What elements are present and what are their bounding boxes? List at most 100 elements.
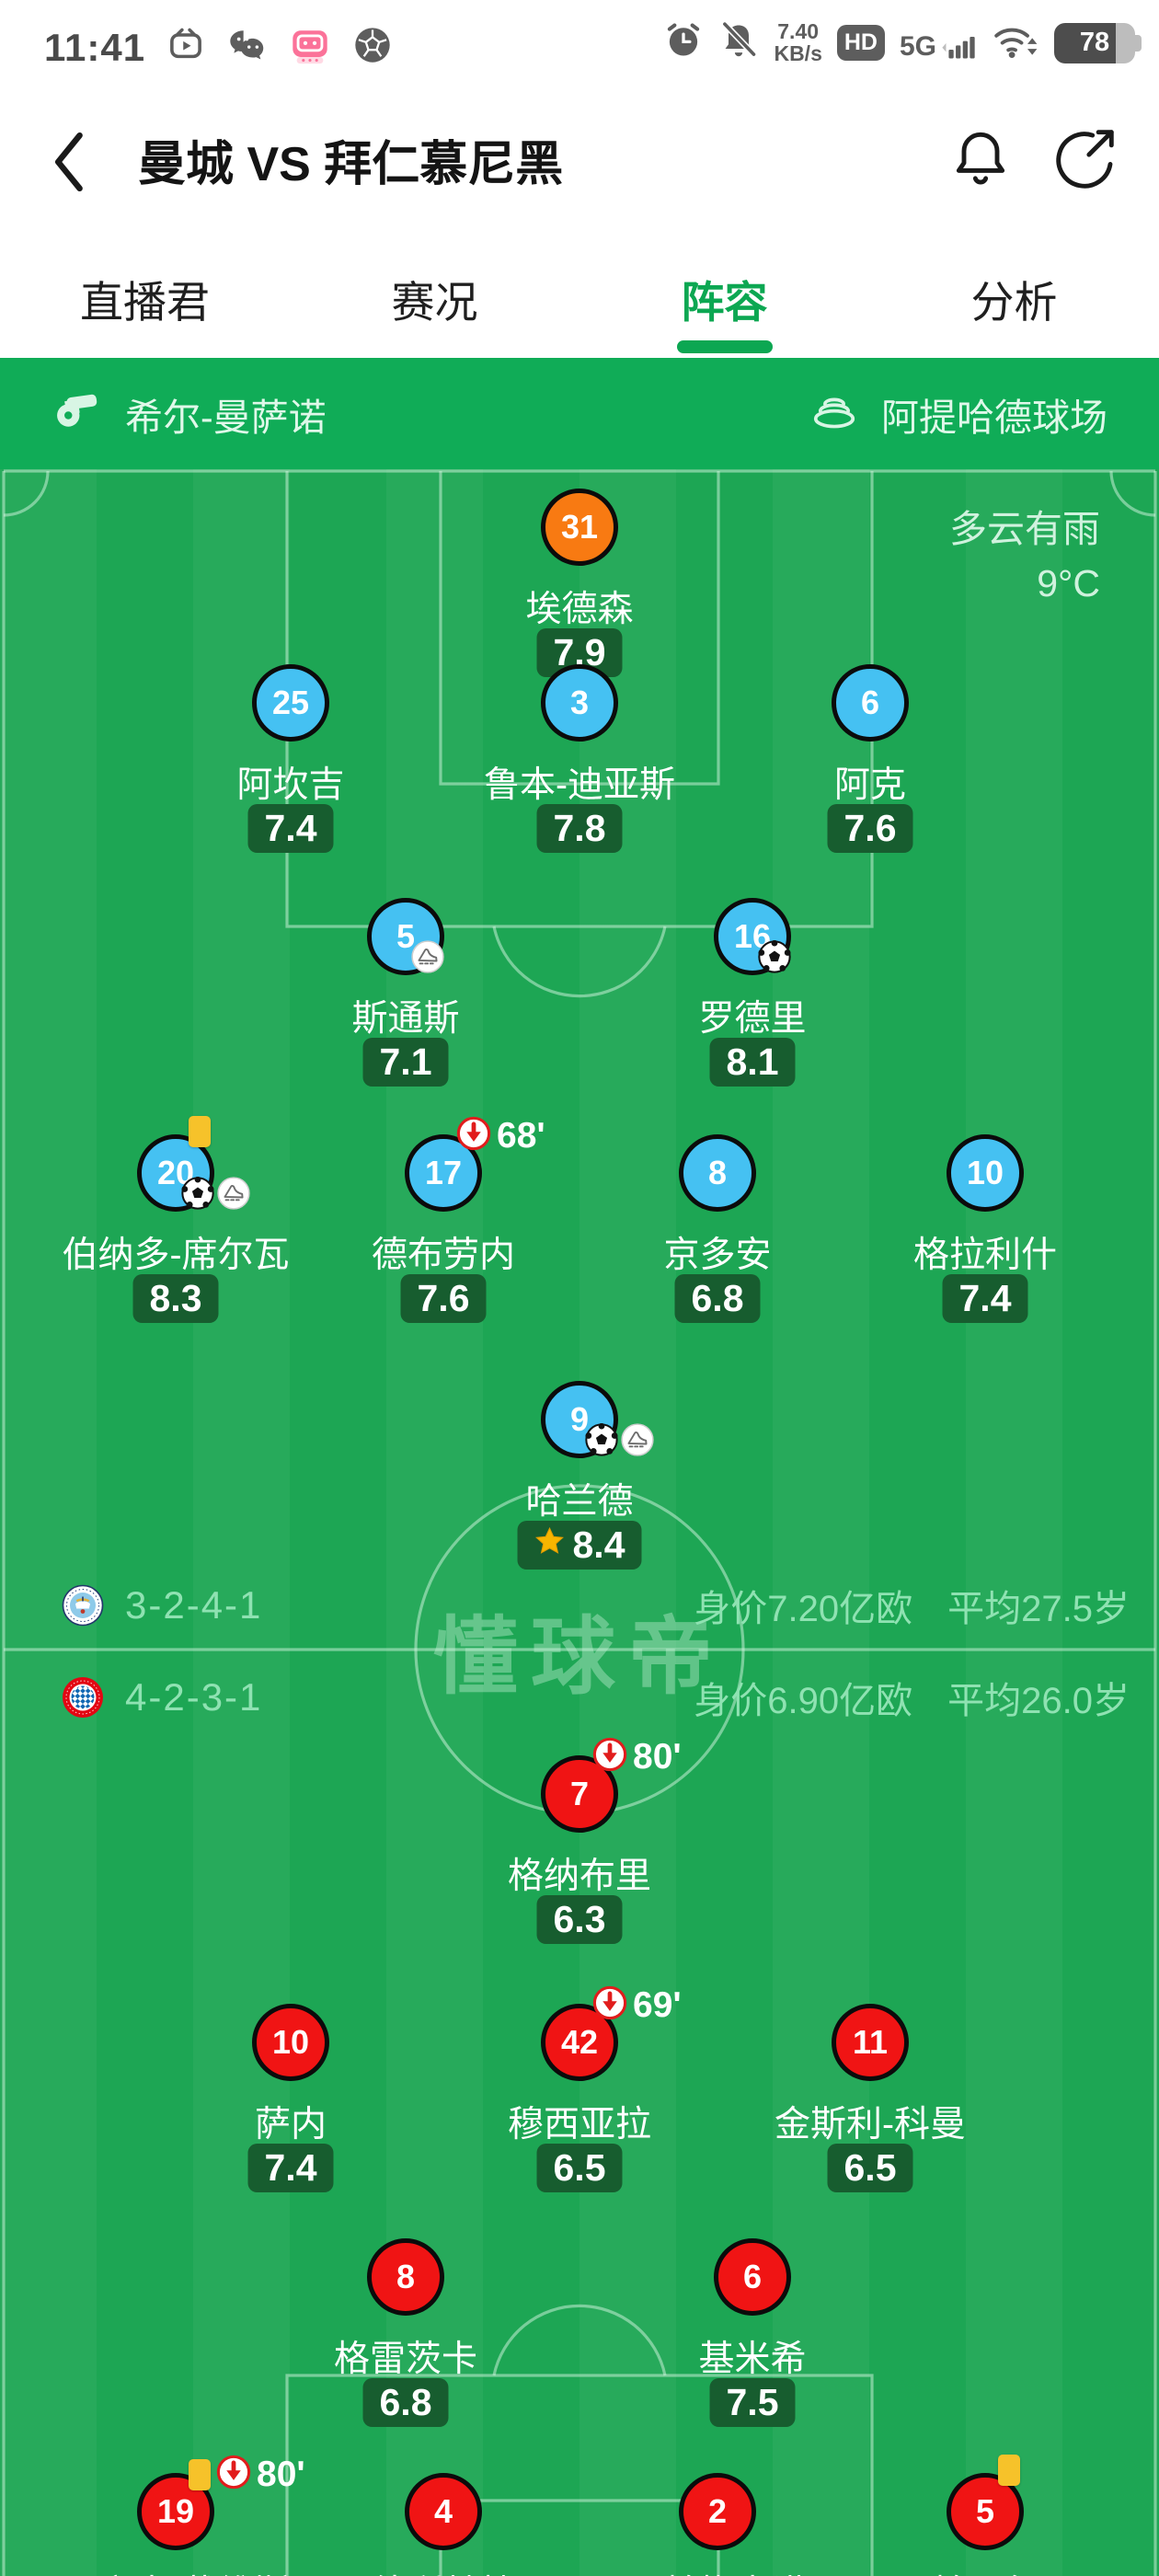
player-marker[interactable]: 8 京多安 6.8 [663, 1134, 772, 1323]
rating-value: 6.5 [553, 2146, 606, 2189]
rating-value: 7.4 [264, 807, 317, 849]
player-circle: 6 [714, 2238, 791, 2316]
cell-signal-5g: 5G [900, 26, 977, 61]
player-circle: 10 [252, 2004, 329, 2081]
player-name: 德利赫特 [372, 2565, 515, 2576]
player-marker[interactable]: 3 鲁本-迪亚斯 7.8 [484, 664, 675, 853]
sub-off-icon [592, 1737, 627, 1777]
sub-off-icon [592, 1985, 627, 2025]
home-team-crest [62, 1584, 104, 1627]
back-button[interactable] [48, 129, 88, 195]
player-circle: 10 [947, 1134, 1024, 1212]
player-number: 11 [852, 2023, 889, 2061]
rating-value: 7.4 [958, 1277, 1012, 1319]
player-marker[interactable]: 42 69' 穆西亚拉 6.5 [508, 1985, 682, 2192]
player-circle: 3 [541, 664, 618, 742]
player-name: 阿克 [833, 765, 907, 805]
home-market-value: 身价7.20亿欧 [694, 1589, 913, 1629]
rating-value: 7.8 [553, 807, 606, 849]
player-marker[interactable]: 9 哈兰德 8.4 [517, 1381, 654, 1570]
sub-off-minute: 80' [257, 2455, 305, 2494]
player-rating: 6.8 [674, 1274, 761, 1323]
player-marker[interactable]: 4 德利赫特 [372, 2473, 515, 2576]
player-name: 德布劳内 [371, 1236, 516, 1275]
player-marker[interactable]: 6 阿克 7.6 [827, 664, 913, 853]
player-marker[interactable]: 7 80' 格纳布里 6.3 [508, 1737, 682, 1944]
player-rating: 7.1 [362, 1038, 449, 1087]
player-marker[interactable]: 8 格雷茨卡 6.8 [334, 2238, 477, 2427]
player-circle: 8 [679, 1134, 756, 1212]
player-marker[interactable]: 19 80' 阿方索-戴维斯 [63, 2455, 305, 2576]
rating-value: 7.5 [726, 2381, 779, 2423]
player-marker[interactable]: 10 格拉利什 7.4 [913, 1134, 1057, 1323]
share-button[interactable] [1052, 125, 1119, 191]
player-circle: 2 [679, 2473, 756, 2550]
away-team-crest [62, 1676, 104, 1719]
app-bar: 曼城 VS 拜仁慕尼黑 [0, 85, 1159, 238]
away-formation: 4-2-3-1 [125, 1675, 263, 1719]
goal-icon [585, 1422, 618, 1461]
player-name: 伯纳多-席尔瓦 [62, 1236, 290, 1275]
player-name: 哈兰德 [525, 1482, 634, 1522]
tv-app-icon [166, 25, 206, 70]
player-circle: 6 [832, 664, 909, 742]
home-squad-stats: 身价7.20亿欧 平均27.5岁 [694, 1579, 1130, 1632]
player-marker[interactable]: 5 斯通斯 7.1 [351, 898, 460, 1087]
player-name: 罗德里 [698, 999, 807, 1039]
player-marker[interactable]: 17 68' 德布劳内 7.6 [372, 1116, 545, 1323]
tab-lineup[interactable]: 阵容 [580, 238, 869, 358]
match-info-bar: 希尔-曼萨诺 阿提哈德球场 [0, 358, 1159, 469]
player-top-icons: 80' [189, 2455, 305, 2494]
sub-off-minute: 68' [497, 1116, 545, 1156]
clock-time: 11:41 [44, 25, 146, 69]
stadium-icon [809, 385, 859, 443]
player-circle: 31 [541, 489, 618, 566]
player-top-icons: 68' [456, 1116, 545, 1156]
player-rating: 7.4 [247, 2144, 334, 2192]
status-bar: 11:41 7.40 KB/s [0, 0, 1159, 85]
player-name: 格拉利什 [912, 1236, 1058, 1275]
player-circle: 11 [832, 2004, 909, 2081]
player-rating: 7.8 [536, 804, 623, 853]
player-name: 阿坎吉 [236, 765, 345, 805]
weather-info: 多云有雨 9°C [949, 502, 1100, 612]
rating-value: 6.5 [843, 2146, 897, 2189]
player-number: 10 [271, 2023, 310, 2061]
dongqiudi-watermark: 懂球帝 [432, 1610, 727, 1705]
player-rating: 7.6 [827, 804, 913, 853]
player-circle: 8 [367, 2238, 444, 2316]
hd-badge: HD [836, 25, 885, 61]
tab-bar: 直播君 赛况 阵容 分析 [0, 238, 1159, 358]
player-number: 7 [569, 1775, 590, 1812]
player-rating: 7.4 [247, 804, 334, 853]
home-formation: 3-2-4-1 [125, 1583, 263, 1627]
assist-icon [621, 1423, 654, 1461]
player-marker[interactable]: 2 于帕梅卡诺 [627, 2473, 808, 2576]
player-marker[interactable]: 11 金斯利-科曼 6.5 [775, 2004, 966, 2192]
player-name: 穆西亚拉 [507, 2105, 652, 2145]
player-marker[interactable]: 5 帕瓦尔 [931, 2455, 1039, 2576]
player-number: 42 [560, 2023, 599, 2061]
player-number: 4 [433, 2492, 453, 2530]
rating-value: 7.1 [379, 1041, 432, 1083]
bilibili-icon [289, 24, 331, 71]
player-rating: 8.1 [709, 1038, 796, 1087]
player-number: 25 [271, 684, 310, 721]
tab-live[interactable]: 直播君 [80, 277, 210, 327]
player-marker[interactable]: 6 基米希 7.5 [698, 2238, 807, 2427]
motm-star-icon [534, 1524, 566, 1567]
player-marker[interactable]: 25 阿坎吉 7.4 [236, 664, 345, 853]
assist-icon [411, 940, 444, 978]
notification-bell-button[interactable] [947, 125, 1014, 191]
player-number: 17 [424, 1154, 463, 1191]
referee-whistle-icon [53, 385, 101, 443]
tab-overview[interactable]: 赛况 [391, 277, 478, 327]
weather-condition: 多云有雨 [949, 508, 1100, 550]
player-marker[interactable]: 10 萨内 7.4 [247, 2004, 334, 2192]
player-marker[interactable]: 20 伯纳多-席尔瓦 8.3 [63, 1116, 290, 1323]
tab-analysis[interactable]: 分析 [970, 277, 1058, 327]
sub-off-icon [216, 2455, 251, 2494]
player-marker[interactable]: 31 埃德森 7.9 [525, 489, 634, 677]
player-marker[interactable]: 16 罗德里 8.1 [698, 898, 807, 1087]
